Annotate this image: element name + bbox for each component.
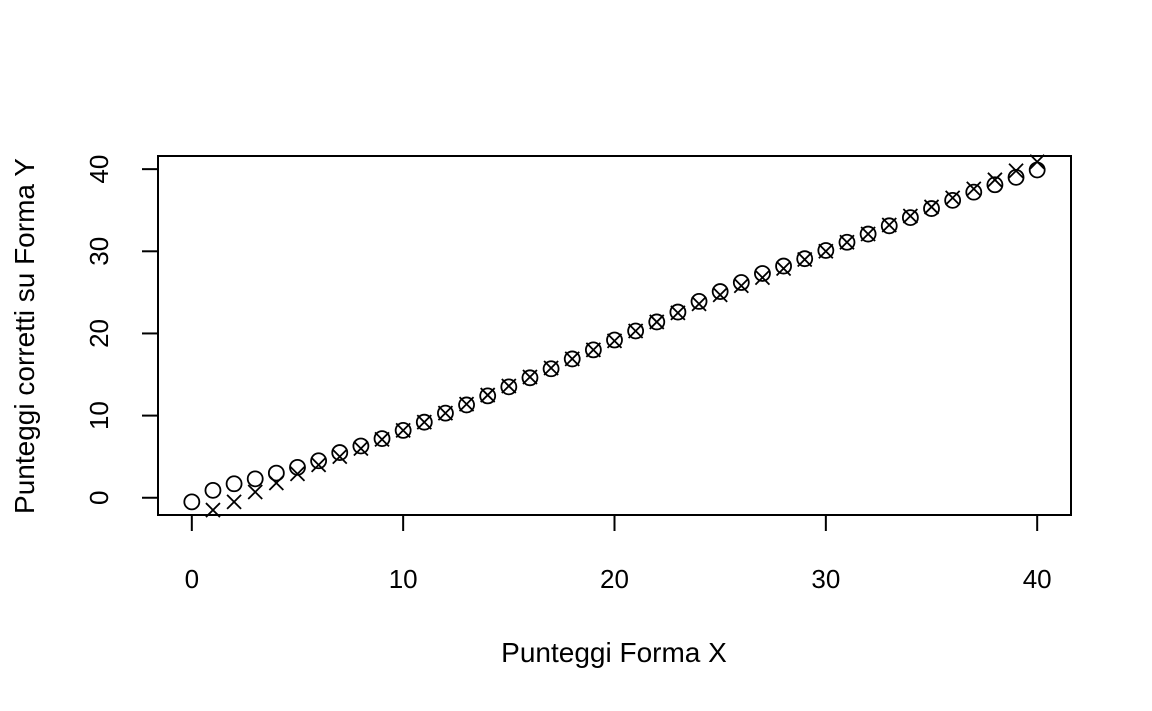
y-tick-label: 10 [84, 401, 114, 430]
data-point-cross [543, 360, 559, 376]
data-point-cross [268, 475, 284, 491]
data-point-cross [775, 260, 792, 277]
data-point-cross [754, 269, 771, 286]
data-point-cross [945, 190, 961, 206]
data-point-circle [352, 437, 370, 455]
data-point-cross [480, 387, 496, 403]
data-point-circle [965, 183, 983, 201]
data-point-circle [1007, 168, 1025, 186]
y-axis: 0 10 20 30 40 [84, 155, 159, 505]
data-point-circle [521, 369, 539, 387]
data-point-circle [1028, 161, 1046, 179]
data-point-cross [649, 314, 665, 330]
y-tick-label: 40 [84, 155, 114, 184]
data-point-cross [353, 440, 369, 457]
data-point-circle [415, 413, 433, 431]
y-tick-label: 30 [84, 237, 114, 266]
data-point-cross [332, 449, 348, 465]
y-tick-label: 0 [84, 491, 114, 505]
data-point-circle [880, 217, 898, 235]
data-point-circle [796, 250, 814, 268]
data-point-circle [754, 265, 771, 282]
data-point-circle [648, 313, 666, 331]
data-point-cross [1008, 163, 1024, 179]
data-point-cross [860, 226, 876, 242]
data-point-circle [458, 396, 475, 414]
data-point-cross [437, 405, 454, 421]
data-point-cross [818, 243, 834, 259]
data-point-cross [712, 287, 728, 303]
data-point-cross [902, 208, 919, 224]
data-point-cross [1029, 154, 1045, 170]
data-point-cross [310, 457, 327, 473]
data-point-circle [563, 350, 581, 368]
data-point-cross [881, 217, 897, 233]
data-point-circle [690, 293, 708, 310]
data-point-circle [289, 458, 306, 476]
data-point-circle [732, 274, 750, 291]
data-point-cross [691, 296, 707, 312]
data-point-cross [606, 333, 623, 349]
data-point-cross [797, 251, 813, 268]
data-point-circle [437, 404, 454, 422]
data-point-cross [987, 172, 1003, 188]
data-point-cross [564, 351, 580, 367]
data-point-cross [395, 422, 411, 439]
data-point-cross [458, 396, 475, 412]
data-point-cross [226, 494, 242, 510]
data-point-circle [986, 176, 1004, 194]
data-point-circle [542, 360, 560, 378]
data-point-circle [204, 481, 222, 499]
x-tick-label: 0 [185, 564, 199, 594]
y-axis-label: Punteggi corretti su Forma Y [9, 158, 40, 514]
data-point-circle [246, 470, 264, 488]
x-axis: 0 10 20 30 40 [185, 514, 1052, 594]
x-tick-label: 20 [600, 564, 629, 594]
x-tick-label: 10 [389, 564, 418, 594]
x-tick-label: 30 [811, 564, 840, 594]
data-point-cross [247, 484, 263, 500]
data-point-cross [501, 378, 517, 394]
series-cross [205, 154, 1045, 518]
data-point-cross [627, 323, 644, 339]
data-point-circle [331, 444, 349, 461]
data-point-cross [205, 502, 221, 518]
data-point-cross [416, 414, 432, 430]
data-point-circle [838, 233, 856, 251]
data-point-cross [733, 278, 749, 294]
data-point-circle [817, 242, 835, 259]
data-point-circle [479, 387, 497, 405]
x-tick-label: 40 [1023, 564, 1052, 594]
data-point-circle [711, 283, 729, 300]
y-tick-label: 20 [84, 319, 114, 348]
data-point-circle [669, 303, 687, 321]
x-axis-label: Punteggi Forma X [501, 637, 727, 668]
data-point-cross [522, 369, 538, 385]
data-point-cross [923, 199, 940, 215]
data-point-circle [394, 421, 412, 439]
data-points [183, 154, 1046, 518]
data-point-cross [966, 181, 982, 197]
data-point-cross [289, 466, 306, 482]
data-point-cross [374, 431, 390, 448]
data-point-circle [373, 430, 391, 447]
series-circle [183, 161, 1046, 511]
data-point-circle [859, 225, 877, 243]
data-point-cross [585, 342, 602, 358]
data-point-circle [606, 331, 623, 349]
data-point-circle [310, 452, 328, 470]
data-point-circle [225, 475, 243, 493]
data-point-circle [901, 209, 919, 227]
data-point-circle [944, 191, 962, 209]
data-point-circle [500, 378, 518, 396]
data-point-circle [775, 257, 792, 275]
data-point-circle [584, 341, 602, 359]
data-point-circle [267, 464, 285, 482]
data-point-cross [670, 305, 686, 321]
data-point-circle [183, 493, 201, 511]
data-point-circle [627, 322, 645, 340]
data-point-circle [923, 200, 940, 217]
data-point-cross [839, 234, 855, 250]
